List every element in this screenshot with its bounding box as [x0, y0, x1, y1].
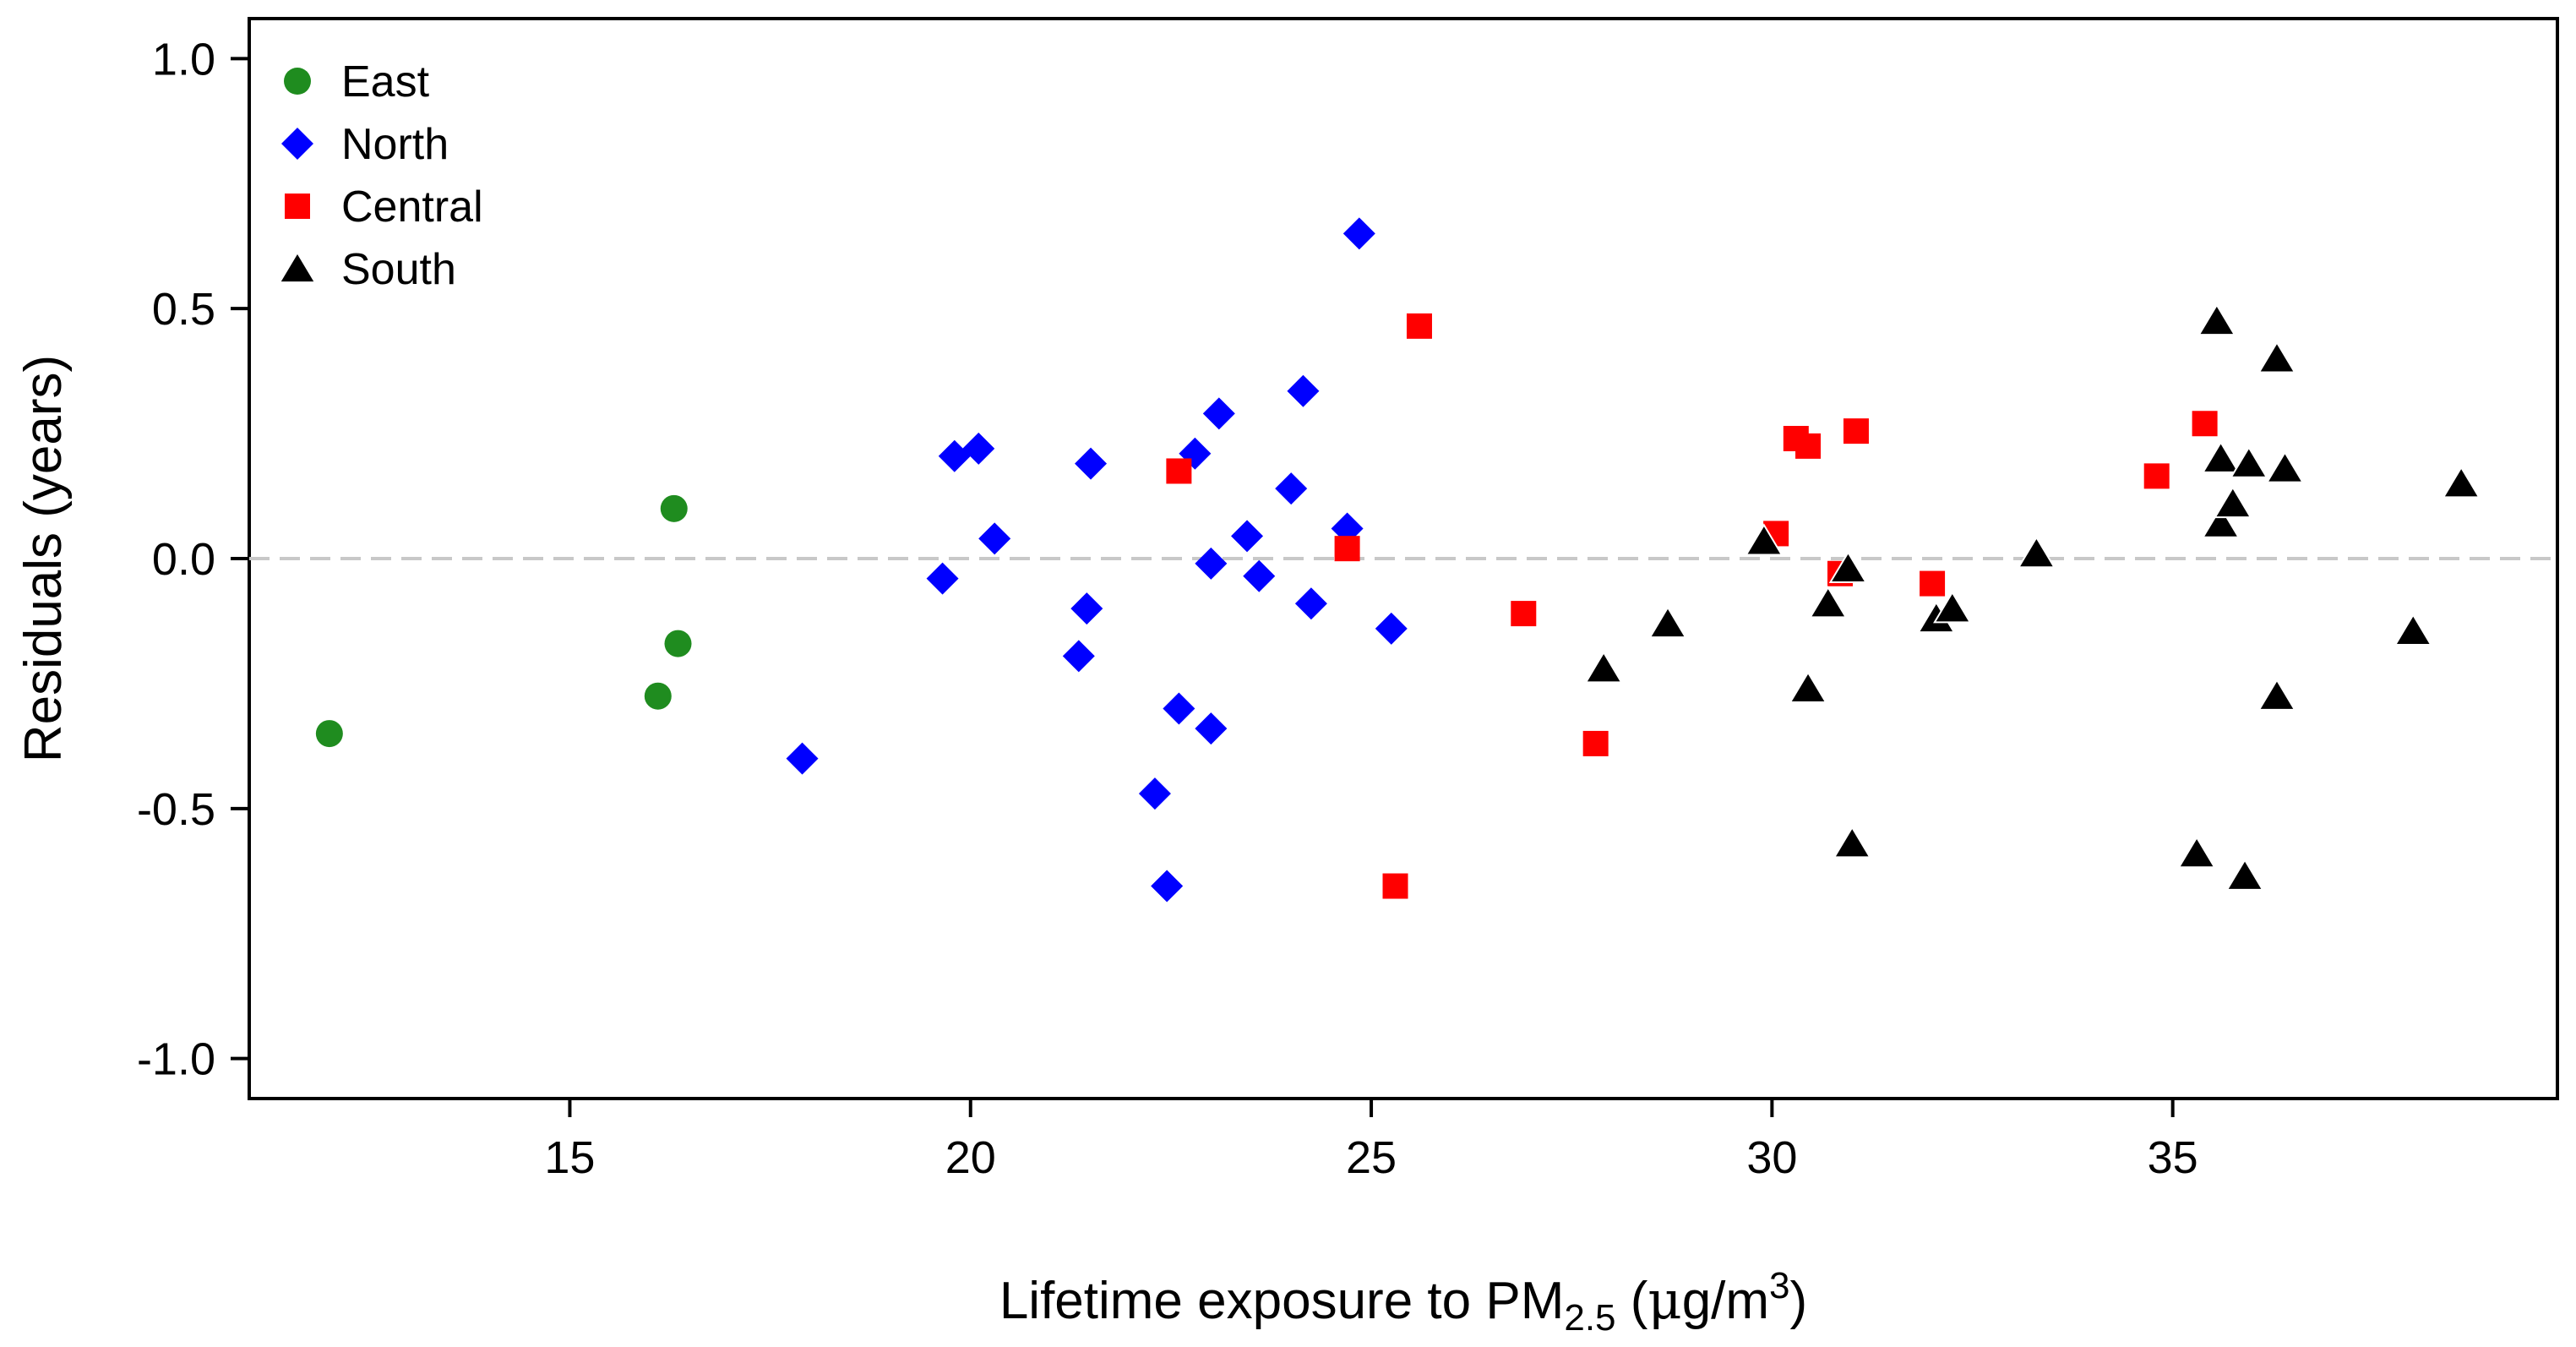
series-south — [1584, 303, 2481, 891]
legend-label-east: East — [341, 57, 430, 106]
x-axis-title-subscript: 2.5 — [1564, 1297, 1615, 1339]
data-point-east — [644, 682, 672, 710]
data-point-central — [1582, 730, 1609, 756]
x-axis-ticks: 15 20 25 30 35 — [544, 1099, 2198, 1183]
data-point-south — [2201, 505, 2241, 538]
data-point-south — [2017, 536, 2056, 569]
data-point-south — [1933, 591, 1972, 624]
data-point-north — [1202, 397, 1235, 430]
series-north — [786, 217, 1408, 903]
data-point-south — [1828, 550, 1868, 583]
data-point-north — [1195, 547, 1228, 580]
y-axis-title: Residuals (years) — [14, 355, 73, 762]
legend-marker-south — [278, 251, 317, 284]
data-point-south — [2177, 836, 2216, 869]
data-point-north — [1075, 447, 1108, 480]
data-point-central — [1382, 873, 1408, 899]
data-point-north — [962, 432, 995, 465]
data-point-central — [2192, 411, 2218, 437]
data-point-north — [1375, 612, 1408, 645]
data-point-north — [1138, 777, 1171, 810]
data-point-central — [2143, 463, 2170, 489]
data-point-central — [1406, 313, 1432, 339]
data-point-central — [1795, 433, 1822, 459]
data-point-central — [1843, 418, 1869, 444]
data-point-south — [1648, 605, 1687, 639]
x-axis-title-unit-open: ( — [1616, 1272, 1648, 1330]
data-point-south — [2214, 485, 2252, 519]
y-tick-label: 1.0 — [152, 34, 215, 85]
data-point-north — [1195, 712, 1228, 745]
y-tick-label: -0.5 — [137, 784, 215, 835]
x-tick-label: 30 — [1746, 1132, 1797, 1183]
series-east — [315, 494, 692, 748]
legend-marker-north — [281, 128, 313, 160]
data-point-north — [1243, 559, 1276, 592]
data-point-north — [786, 742, 819, 775]
data-point-north — [1275, 472, 1308, 505]
y-tick-label: 0.0 — [152, 534, 215, 585]
legend-label-north: North — [341, 120, 449, 169]
data-point-south — [2257, 341, 2296, 374]
data-point-central — [1334, 536, 1360, 562]
y-tick-label: -1.0 — [137, 1034, 215, 1085]
x-axis-title-unit-mu: μ — [1647, 1269, 1681, 1331]
data-point-south — [2225, 858, 2264, 891]
data-point-north — [1287, 374, 1320, 407]
data-point-south — [1745, 523, 1784, 556]
data-point-south — [1584, 651, 1623, 684]
legend-label-south: South — [341, 245, 456, 294]
legend-marker-central — [285, 194, 310, 219]
x-tick-label: 35 — [2148, 1132, 2198, 1183]
data-point-south — [1833, 826, 1871, 859]
data-point-south — [2257, 678, 2296, 711]
data-point-north — [1294, 587, 1327, 620]
data-point-central — [1511, 601, 1537, 627]
data-point-south — [2201, 440, 2241, 473]
data-point-south — [1789, 670, 1827, 703]
data-point-north — [1231, 520, 1264, 553]
data-point-north — [926, 562, 959, 595]
legend-marker-east — [284, 68, 311, 95]
data-point-south — [1809, 586, 1848, 619]
x-tick-label: 15 — [544, 1132, 595, 1183]
data-point-south — [2394, 613, 2433, 646]
x-tick-label: 25 — [1346, 1132, 1397, 1183]
data-point-south — [2230, 445, 2268, 478]
x-axis-title-superscript: 3 — [1769, 1265, 1789, 1306]
data-point-east — [315, 720, 343, 748]
y-tick-label: 0.5 — [152, 284, 215, 335]
data-points — [315, 217, 2481, 903]
legend: East North Central South — [278, 57, 483, 294]
x-axis-title-unit-close: ) — [1790, 1272, 1808, 1330]
data-point-north — [1151, 870, 1184, 903]
data-point-central — [1166, 458, 1192, 484]
x-tick-label: 20 — [945, 1132, 996, 1183]
data-point-north — [1062, 640, 1095, 673]
data-point-north — [938, 439, 971, 472]
data-point-north — [1070, 592, 1103, 625]
data-point-north — [1342, 217, 1375, 250]
data-point-north — [978, 522, 1011, 555]
x-axis-title-unit-mid: g/m — [1682, 1272, 1769, 1330]
x-axis-title: Lifetime exposure to PM2.5 (μg/m3) — [999, 1265, 1807, 1339]
data-point-north — [1163, 692, 1195, 725]
data-point-central — [1920, 570, 1946, 597]
legend-label-central: Central — [341, 183, 483, 232]
data-point-south — [2265, 450, 2305, 483]
data-point-south — [2197, 303, 2236, 336]
data-point-east — [664, 630, 692, 657]
data-point-east — [660, 494, 688, 522]
data-point-south — [2442, 466, 2481, 499]
y-axis-ticks: -1.0 -0.5 0.0 0.5 1.0 — [137, 34, 249, 1085]
x-axis-title-prefix: Lifetime exposure to PM — [999, 1272, 1565, 1330]
